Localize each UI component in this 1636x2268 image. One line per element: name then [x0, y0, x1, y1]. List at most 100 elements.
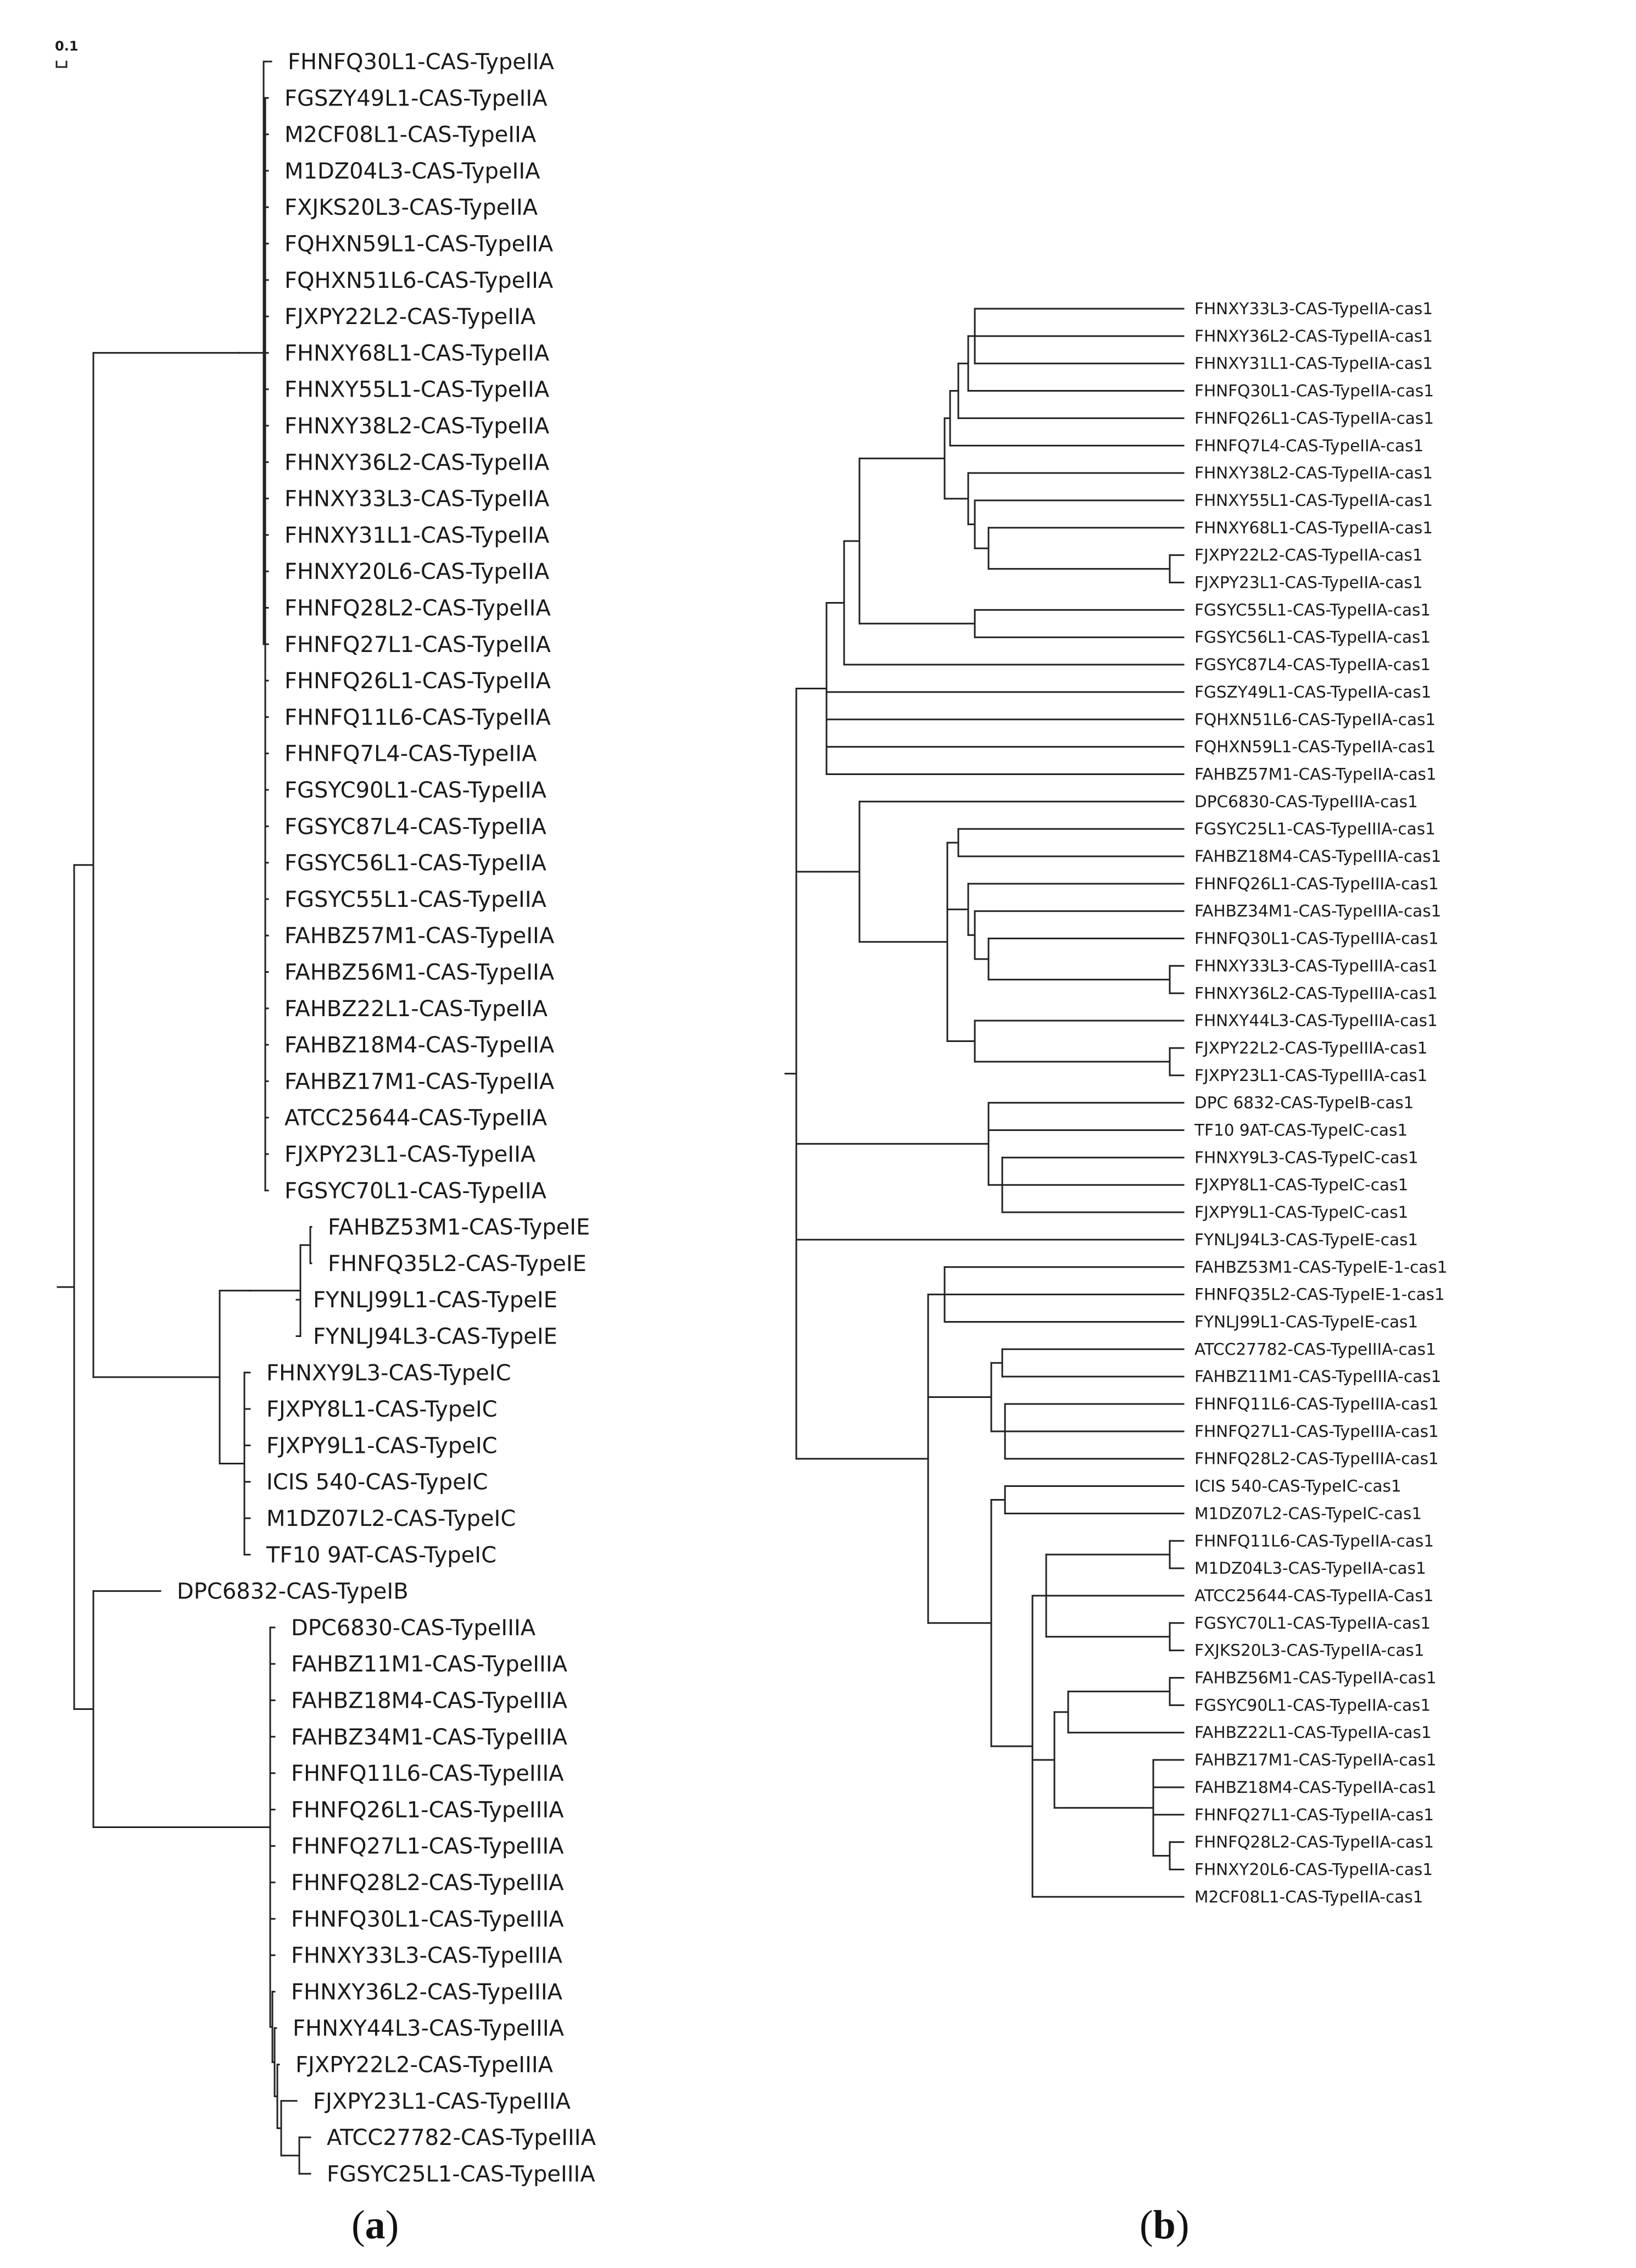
leaf-label: FQHXN59L1-CAS-TypeIIA: [284, 232, 554, 257]
leaf-label: FGSYC90L1-CAS-TypeIIA: [284, 778, 547, 803]
leaf-label: FHNFQ11L6-CAS-TypeIIIA-cas1: [1194, 1395, 1439, 1413]
leaf-label: FGSYC55L1-CAS-TypeIIA-cas1: [1194, 600, 1431, 619]
leaf-label: FJXPY23L1-CAS-TypeIIA: [284, 1142, 536, 1167]
leaf-label: FGSYC55L1-CAS-TypeIIA: [284, 887, 547, 912]
panel-b-branches: [785, 309, 1183, 1897]
leaf-label: FYNLJ99L1-CAS-TypeIE-cas1: [1194, 1312, 1418, 1331]
leaf-label: FAHBZ17M1-CAS-TypeIIA-cas1: [1194, 1751, 1437, 1769]
leaf-label: FHNFQ26L1-CAS-TypeIIIA: [291, 1797, 564, 1823]
leaf-label: FHNFQ28L2-CAS-TypeIIIA-cas1: [1194, 1450, 1439, 1468]
leaf-label: FHNFQ7L4-CAS-TypeIIA-cas1: [1194, 436, 1423, 455]
leaf-label: DPC6830-CAS-TypeIIIA: [291, 1615, 536, 1641]
leaf-label: FJXPY9L1-CAS-TypeIC-cas1: [1194, 1203, 1408, 1222]
leaf-label: FGSZY49L1-CAS-TypeIIA: [284, 86, 548, 111]
scale-bar-line: [57, 62, 66, 67]
leaf-label: FAHBZ18M4-CAS-TypeIIA: [284, 1033, 555, 1058]
leaf-label: FAHBZ22L1-CAS-TypeIIA-cas1: [1194, 1723, 1432, 1742]
leaf-label: FHNFQ30L1-CAS-TypeIIA-cas1: [1194, 382, 1434, 400]
leaf-label: M1DZ07L2-CAS-TypeIC: [266, 1506, 516, 1531]
panel-a-tree: FHNFQ30L1-CAS-TypeIIA FGSZY49L1-CAS-TypeI…: [58, 49, 596, 2187]
leaf-label: M1DZ04L3-CAS-TypeIIA: [284, 159, 540, 184]
leaf-label: FJXPY22L2-CAS-TypeIIA-cas1: [1194, 546, 1423, 565]
leaf-label: ICIS 540-CAS-TypeIC: [266, 1470, 488, 1495]
leaf-label: DPC6832-CAS-TypeIB: [177, 1579, 409, 1604]
leaf-label: FAHBZ53M1-CAS-TypeIE-1-cas1: [1194, 1258, 1448, 1277]
leaf-label: FHNXY20L6-CAS-TypeIIA-cas1: [1194, 1860, 1433, 1879]
leaf-label: FGSYC70L1-CAS-TypeIIA: [284, 1178, 547, 1203]
leaf-label: FAHBZ11M1-CAS-TypeIIIA-cas1: [1194, 1367, 1441, 1386]
leaf-label: ATCC27782-CAS-TypeIIIA: [327, 2125, 596, 2150]
leaf-label: FJXPY23L1-CAS-TypeIIIA: [313, 2089, 571, 2114]
leaf-label: FGSZY49L1-CAS-TypeIIA-cas1: [1194, 683, 1431, 701]
leaf-label: FHNXY31L1-CAS-TypeIIA: [284, 523, 550, 548]
leaf-label: FHNFQ11L6-CAS-TypeIIA: [284, 705, 551, 730]
leaf-label: FHNXY55L1-CAS-TypeIIA-cas1: [1194, 491, 1433, 510]
leaf-label: FAHBZ56M1-CAS-TypeIIA-cas1: [1194, 1669, 1437, 1687]
leaf-label: FGSYC87L4-CAS-TypeIIA-cas1: [1194, 655, 1431, 674]
leaf-label: FHNXY33L3-CAS-TypeIIA: [284, 487, 550, 512]
leaf-label: FGSYC56L1-CAS-TypeIIA: [284, 851, 547, 876]
leaf-label: FJXPY22L2-CAS-TypeIIIA: [295, 2053, 554, 2078]
leaf-label: FJXPY23L1-CAS-TypeIIIA-cas1: [1194, 1066, 1427, 1085]
leaf-label: FHNXY33L3-CAS-TypeIIA-cas1: [1194, 299, 1433, 318]
leaf-label: FHNFQ27L1-CAS-TypeIIIA: [291, 1834, 564, 1859]
leaf-label: FHNFQ28L2-CAS-TypeIIIA: [291, 1870, 564, 1896]
leaf-label: FHNXY20L6-CAS-TypeIIA: [284, 559, 550, 584]
leaf-label: DPC 6832-CAS-TypeIB-cas1: [1194, 1094, 1414, 1112]
leaf-label: FGSYC25L1-CAS-TypeIIIA: [327, 2161, 595, 2187]
leaf-label: FYNLJ99L1-CAS-TypeIE: [313, 1288, 557, 1313]
leaf-label: FAHBZ18M4-CAS-TypeIIIA: [291, 1689, 568, 1714]
leaf-label: ATCC25644-CAS-TypeIIA: [284, 1106, 548, 1131]
leaf-label: FHNXY68L1-CAS-TypeIIA: [284, 341, 550, 366]
leaf-label: TF10 9AT-CAS-TypeIC: [266, 1542, 496, 1568]
leaf-label: FHNFQ11L6-CAS-TypeIIA-cas1: [1194, 1531, 1434, 1550]
leaf-label: M1DZ07L2-CAS-TypeIC-cas1: [1194, 1504, 1422, 1523]
leaf-label: FAHBZ11M1-CAS-TypeIIIA: [291, 1652, 568, 1677]
leaf-label: FAHBZ18M4-CAS-TypeIIIA-cas1: [1194, 847, 1441, 866]
leaf-label: FJXPY9L1-CAS-TypeIC: [266, 1433, 498, 1458]
leaf-label: FHNXY31L1-CAS-TypeIIA-cas1: [1194, 354, 1433, 373]
leaf-label: ICIS 540-CAS-TypeIC-cas1: [1194, 1477, 1402, 1496]
leaf-label: FGSYC70L1-CAS-TypeIIA-cas1: [1194, 1614, 1431, 1632]
leaf-label: FAHBZ56M1-CAS-TypeIIA: [284, 960, 555, 985]
leaf-label: FHNFQ26L1-CAS-TypeIIA: [284, 668, 551, 694]
leaf-label: FHNXY38L2-CAS-TypeIIA: [284, 414, 550, 439]
leaf-label: FXJKS20L3-CAS-TypeIIA-cas1: [1194, 1641, 1425, 1660]
leaf-label: FHNXY55L1-CAS-TypeIIA: [284, 377, 550, 403]
leaf-label: FHNXY38L2-CAS-TypeIIA-cas1: [1194, 464, 1433, 482]
leaf-label: FJXPY22L2-CAS-TypeIIIA-cas1: [1194, 1039, 1427, 1057]
leaf-label: FHNXY33L3-CAS-TypeIIIA: [291, 1943, 563, 1969]
panel-b-leaf-labels: FHNXY33L3-CAS-TypeIIA-cas1 FHNXY36L2-CAS-…: [1194, 299, 1448, 1906]
leaf-label: FHNFQ30L1-CAS-TypeIIIA-cas1: [1194, 929, 1439, 948]
leaf-label: FAHBZ34M1-CAS-TypeIIIA-cas1: [1194, 902, 1441, 921]
leaf-label: FGSYC25L1-CAS-TypeIIIA-cas1: [1194, 820, 1436, 838]
leaf-label: FJXPY23L1-CAS-TypeIIA-cas1: [1194, 573, 1423, 592]
scale-bar: 0.1: [55, 38, 79, 67]
leaf-label: FXJKS20L3-CAS-TypeIIA: [284, 195, 538, 220]
panel-a-leaf-labels: FHNFQ30L1-CAS-TypeIIA FGSZY49L1-CAS-TypeI…: [177, 49, 596, 2187]
panel-a-label: (a): [351, 2203, 399, 2248]
leaf-label: FHNFQ27L1-CAS-TypeIIIA-cas1: [1194, 1422, 1439, 1441]
leaf-label: FHNFQ7L4-CAS-TypeIIA: [284, 742, 537, 767]
leaf-label: FHNFQ30L1-CAS-TypeIIIA: [291, 1907, 564, 1932]
leaf-label: FHNFQ11L6-CAS-TypeIIIA: [291, 1761, 564, 1786]
leaf-label: FJXPY22L2-CAS-TypeIIA: [284, 304, 536, 330]
leaf-label: FHNXY33L3-CAS-TypeIIIA-cas1: [1194, 956, 1438, 975]
leaf-label: FAHBZ57M1-CAS-TypeIIA-cas1: [1194, 765, 1437, 783]
leaf-label: FHNXY36L2-CAS-TypeIIA: [284, 450, 550, 475]
leaf-label: FAHBZ53M1-CAS-TypeIE: [328, 1215, 590, 1240]
leaf-label: FJXPY8L1-CAS-TypeIC-cas1: [1194, 1175, 1408, 1194]
leaf-label: M2CF08L1-CAS-TypeIIA-cas1: [1194, 1887, 1423, 1906]
leaf-label: FHNFQ28L2-CAS-TypeIIA-cas1: [1194, 1833, 1434, 1852]
leaf-label: FHNXY36L2-CAS-TypeIIA-cas1: [1194, 327, 1433, 346]
leaf-label: FHNFQ26L1-CAS-TypeIIIA-cas1: [1194, 874, 1439, 893]
leaf-label: FHNFQ35L2-CAS-TypeIE: [328, 1251, 587, 1277]
figure-canvas: 0.1 FHNFQ30L1-CAS-TypeIIAFGSZY49L1-CAS-T…: [0, 0, 1636, 2268]
leaf-label: FAHBZ17M1-CAS-TypeIIA: [284, 1069, 555, 1094]
leaf-label: ATCC25644-CAS-TypeIIA-Cas1: [1194, 1586, 1433, 1605]
leaf-label: FHNXY44L3-CAS-TypeIIIA: [293, 2016, 565, 2041]
leaf-label: FYNLJ94L3-CAS-TypeIE: [313, 1324, 557, 1350]
leaf-label: ATCC27782-CAS-TypeIIIA-cas1: [1194, 1340, 1436, 1358]
leaf-label: FHNFQ35L2-CAS-TypeIE-1-cas1: [1194, 1285, 1445, 1304]
leaf-label: FAHBZ18M4-CAS-TypeIIA-cas1: [1194, 1778, 1437, 1797]
